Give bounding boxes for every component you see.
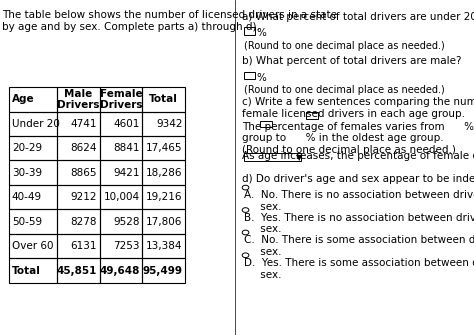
Text: 17,465: 17,465 <box>146 143 182 153</box>
Text: 13,384: 13,384 <box>146 241 182 251</box>
Bar <box>9 258 57 283</box>
Text: Male
Drivers: Male Drivers <box>57 88 100 110</box>
Text: As age increases, the percentage of female drivers: As age increases, the percentage of fema… <box>242 151 474 161</box>
Bar <box>100 258 142 283</box>
Text: 10,004: 10,004 <box>104 192 140 202</box>
Bar <box>100 87 142 112</box>
Text: a) What percent of total drivers are under 20?: a) What percent of total drivers are und… <box>242 12 474 22</box>
Bar <box>57 234 100 258</box>
Bar <box>142 234 185 258</box>
Text: Total: Total <box>12 266 41 275</box>
Text: Over 60: Over 60 <box>12 241 54 251</box>
Text: 40-49: 40-49 <box>12 192 42 202</box>
Bar <box>142 185 185 209</box>
Bar <box>57 185 100 209</box>
Bar <box>100 136 142 160</box>
Bar <box>57 258 100 283</box>
Bar <box>142 136 185 160</box>
Text: B.  Yes. There is no association between driver's age and
     sex.: B. Yes. There is no association between … <box>244 213 474 234</box>
Text: Total: Total <box>149 94 178 104</box>
Text: (Round to one decimal place as needed.): (Round to one decimal place as needed.) <box>244 41 445 51</box>
Bar <box>9 136 57 160</box>
Bar <box>100 160 142 185</box>
Bar <box>142 112 185 136</box>
Text: %: % <box>244 28 267 39</box>
Bar <box>142 258 185 283</box>
Text: C.  No. There is some association between driver's age and
     sex.: C. No. There is some association between… <box>244 235 474 257</box>
Text: 45,851: 45,851 <box>57 266 97 275</box>
Text: 9528: 9528 <box>113 217 140 226</box>
Text: 49,648: 49,648 <box>100 266 140 275</box>
Text: 4601: 4601 <box>113 119 140 129</box>
Text: 9342: 9342 <box>156 119 182 129</box>
Bar <box>9 209 57 234</box>
Bar <box>9 160 57 185</box>
Bar <box>9 185 57 209</box>
Text: 6131: 6131 <box>71 241 97 251</box>
Text: (Round to one decimal place as needed.): (Round to one decimal place as needed.) <box>244 85 445 95</box>
Bar <box>100 112 142 136</box>
Bar <box>100 209 142 234</box>
Text: 8624: 8624 <box>71 143 97 153</box>
Text: 8865: 8865 <box>71 168 97 178</box>
Bar <box>57 136 100 160</box>
Text: 20-29: 20-29 <box>12 143 42 153</box>
Text: c) Write a few sentences comparing the number of male and
female licensed driver: c) Write a few sentences comparing the n… <box>242 97 474 119</box>
Bar <box>57 87 100 112</box>
Bar <box>9 234 57 258</box>
Bar <box>57 160 100 185</box>
Text: 18,286: 18,286 <box>146 168 182 178</box>
Text: A.  No. There is no association between driver's age and
     sex.: A. No. There is no association between d… <box>244 190 474 212</box>
Text: ▼: ▼ <box>296 153 303 161</box>
Text: 7253: 7253 <box>113 241 140 251</box>
Text: The percentage of females varies from      % in the youngest age
group to      %: The percentage of females varies from % … <box>242 122 474 155</box>
Bar <box>142 87 185 112</box>
Text: 17,806: 17,806 <box>146 217 182 226</box>
Bar <box>100 185 142 209</box>
Bar <box>9 87 57 112</box>
Bar <box>142 160 185 185</box>
Text: Female
Drivers: Female Drivers <box>100 88 142 110</box>
Bar <box>142 209 185 234</box>
Bar <box>244 27 255 35</box>
Bar <box>9 112 57 136</box>
Text: %: % <box>244 73 267 83</box>
Bar <box>244 153 301 161</box>
Text: 19,216: 19,216 <box>146 192 182 202</box>
Bar <box>57 209 100 234</box>
Bar <box>100 234 142 258</box>
Text: The table below shows the number of licensed drivers in a state
by age and by se: The table below shows the number of lice… <box>2 10 337 31</box>
Text: 30-39: 30-39 <box>12 168 42 178</box>
Text: b) What percent of total drivers are male?: b) What percent of total drivers are mal… <box>242 56 461 66</box>
Text: 8841: 8841 <box>113 143 140 153</box>
Bar <box>306 112 318 119</box>
Bar <box>244 72 255 79</box>
Text: 9421: 9421 <box>113 168 140 178</box>
Text: 4741: 4741 <box>71 119 97 129</box>
Text: Under 20: Under 20 <box>12 119 60 129</box>
Bar <box>260 121 272 127</box>
Text: Age: Age <box>12 94 35 104</box>
Text: 95,499: 95,499 <box>143 266 182 275</box>
Bar <box>57 112 100 136</box>
Text: D.  Yes. There is some association between driver's age and
     sex.: D. Yes. There is some association betwee… <box>244 258 474 279</box>
Text: 9212: 9212 <box>71 192 97 202</box>
Text: d) Do driver's age and sex appear to be independent? Explain.: d) Do driver's age and sex appear to be … <box>242 174 474 184</box>
Text: 8278: 8278 <box>71 217 97 226</box>
Text: 50-59: 50-59 <box>12 217 42 226</box>
